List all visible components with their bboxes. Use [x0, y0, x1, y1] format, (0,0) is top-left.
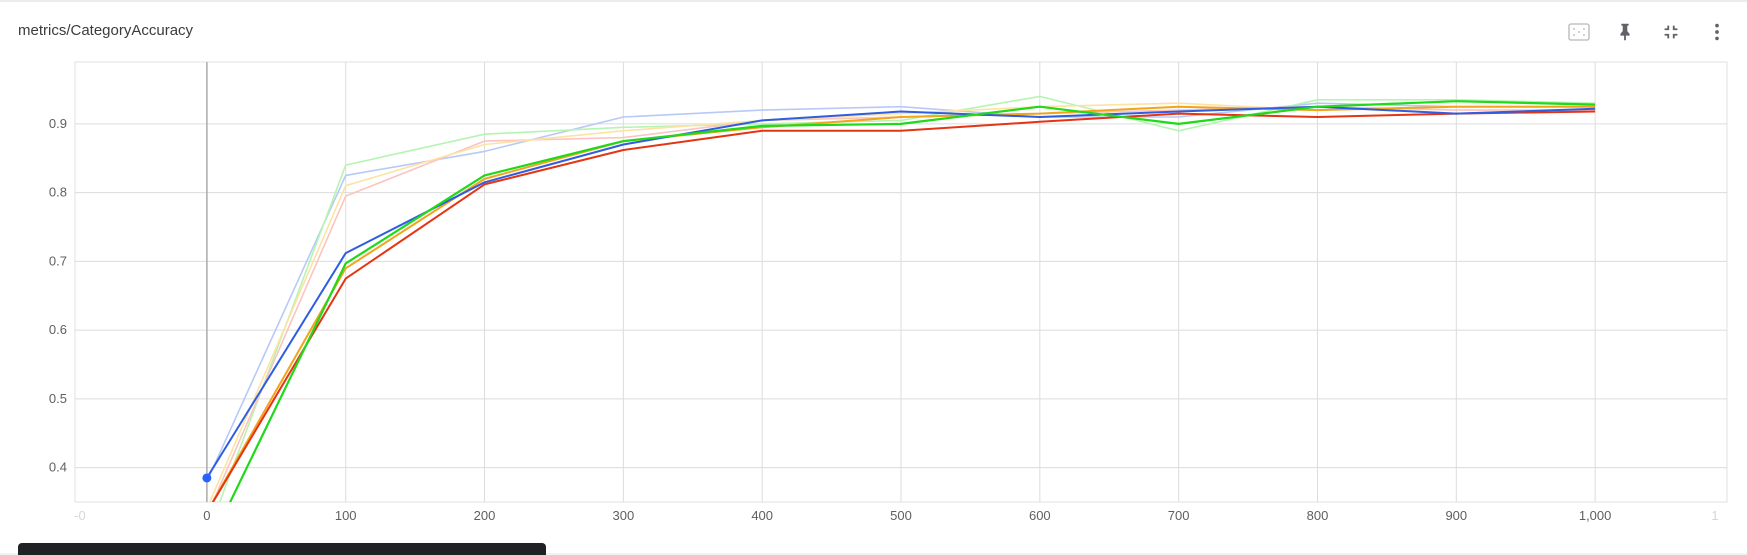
series-group: [206, 95, 1596, 502]
card-title: metrics/CategoryAccuracy: [18, 22, 194, 39]
x-tick-label: 100: [335, 508, 357, 523]
y-tick-label: 0.8: [49, 185, 67, 200]
fullscreen-exit-icon: [1664, 25, 1678, 39]
x-tick-label: 500: [890, 508, 912, 523]
x-tick-label-faded: -0: [74, 508, 86, 523]
series-line-6: [211, 110, 1596, 502]
x-tick-label: 400: [751, 508, 773, 523]
x-tick-label-faded: 1: [1711, 508, 1718, 523]
y-tick-label: 0.7: [49, 253, 67, 268]
series-line-2: [218, 95, 1596, 502]
y-tick-label: 0.6: [49, 322, 67, 337]
x-tick-label: 300: [613, 508, 635, 523]
pin-button[interactable]: [1609, 16, 1641, 48]
fit-domain-button[interactable]: [1563, 16, 1595, 48]
x-tick-label: 900: [1445, 508, 1467, 523]
y-tick-label: 0.5: [49, 391, 67, 406]
x-tick-label: 0: [203, 508, 210, 523]
y-tick-label: 0.4: [49, 460, 67, 475]
collapse-button[interactable]: [1655, 16, 1687, 48]
x-tick-label: 700: [1168, 508, 1190, 523]
x-tick-label: 600: [1029, 508, 1051, 523]
highlight-point: [202, 473, 212, 483]
x-tick-label: 1,000: [1579, 508, 1612, 523]
x-tick-label: 800: [1307, 508, 1329, 523]
more-options-button[interactable]: [1701, 16, 1733, 48]
y-tick-label: 0.9: [49, 116, 67, 131]
more-vert-icon: [1715, 23, 1719, 41]
card-toolbar: [1563, 16, 1733, 48]
tooltip-bar: [18, 543, 546, 555]
pin-icon: [1620, 23, 1630, 41]
x-tick-label: 200: [474, 508, 496, 523]
series-line-8: [228, 100, 1596, 502]
fit-to-data-icon: [1568, 23, 1590, 41]
